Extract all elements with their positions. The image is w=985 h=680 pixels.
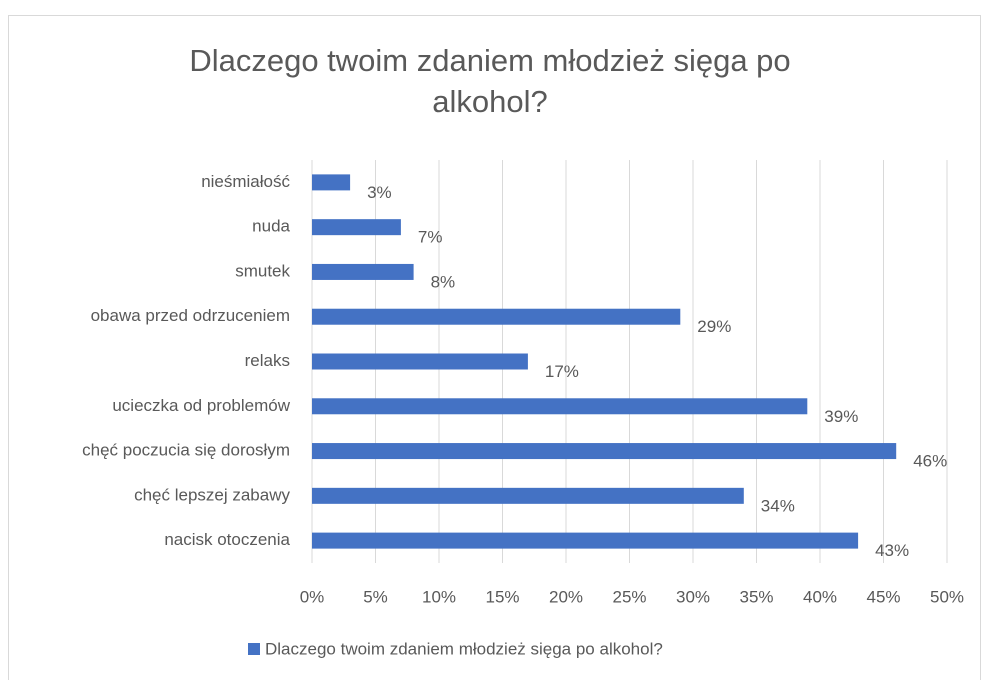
x-tick-label: 40% — [803, 587, 837, 606]
bar — [312, 174, 351, 191]
legend-swatch — [248, 643, 260, 655]
x-tick-label: 25% — [612, 587, 646, 606]
data-label: 17% — [545, 362, 579, 381]
data-label: 39% — [824, 407, 858, 426]
chart-title: Dlaczego twoim zdaniem młodzież sięga po… — [189, 43, 791, 119]
bar — [312, 353, 528, 370]
x-tick-label: 45% — [866, 587, 900, 606]
data-label: 46% — [913, 452, 947, 471]
y-tick-label: relaks — [245, 351, 290, 370]
y-tick-label: ucieczka od problemów — [112, 396, 290, 415]
y-tick-label: chęć lepszej zabawy — [134, 485, 290, 504]
data-label: 43% — [875, 541, 909, 560]
data-label: 3% — [367, 183, 392, 202]
x-tick-label: 15% — [485, 587, 519, 606]
y-tick-label: nuda — [252, 217, 290, 236]
data-label: 7% — [418, 228, 443, 247]
x-tick-label: 10% — [422, 587, 456, 606]
legend-label: Dlaczego twoim zdaniem młodzież sięga po… — [265, 639, 663, 658]
bar — [312, 219, 401, 236]
data-label: 29% — [697, 317, 731, 336]
y-tick-label: chęć poczucia się dorosłym — [82, 441, 290, 460]
y-tick-label: nacisk otoczenia — [164, 530, 290, 549]
bar — [312, 532, 859, 549]
bar — [312, 487, 744, 504]
y-tick-label: nieśmiałość — [201, 172, 290, 191]
y-tick-label: obawa przed odrzuceniem — [91, 306, 290, 325]
bar — [312, 443, 897, 460]
chart-border — [8, 15, 981, 680]
bar — [312, 398, 808, 415]
x-tick-label: 5% — [363, 587, 388, 606]
x-tick-label: 0% — [300, 587, 325, 606]
bar — [312, 308, 681, 325]
x-tick-label: 20% — [549, 587, 583, 606]
data-label: 34% — [761, 496, 795, 515]
bar — [312, 263, 414, 280]
x-tick-label: 30% — [676, 587, 710, 606]
y-tick-label: smutek — [235, 261, 290, 280]
data-label: 8% — [431, 272, 456, 291]
x-tick-label: 35% — [739, 587, 773, 606]
x-tick-label: 50% — [930, 587, 964, 606]
